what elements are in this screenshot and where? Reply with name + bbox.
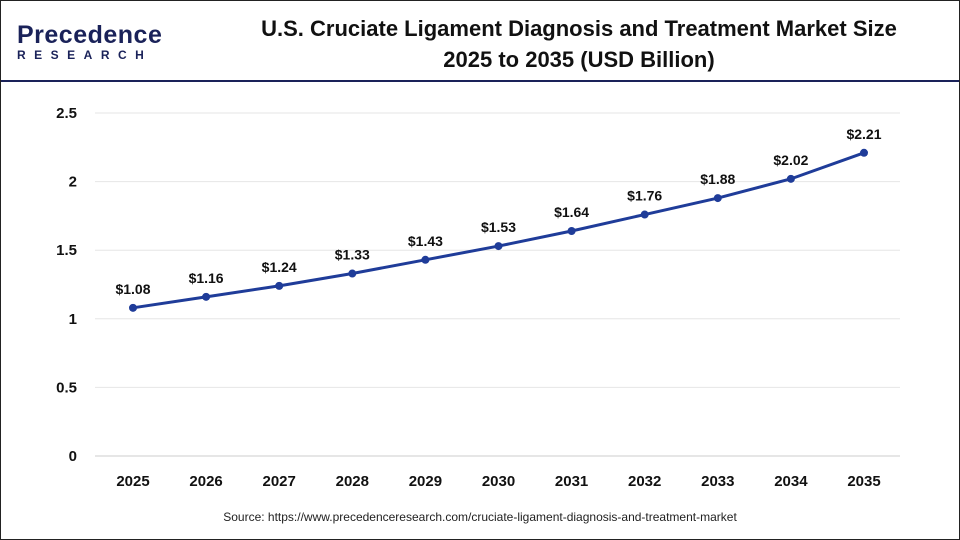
logo: Precedence RESEARCH — [17, 21, 163, 63]
data-point — [275, 281, 284, 290]
data-label: $1.33 — [335, 247, 370, 263]
data-label: $1.16 — [189, 270, 224, 286]
data-point — [421, 255, 430, 264]
x-tick-label: 2029 — [409, 473, 442, 490]
header: Precedence RESEARCH U.S. Cruciate Ligame… — [1, 1, 959, 82]
data-label: $1.43 — [408, 233, 443, 249]
title-line-2: 2025 to 2035 (USD Billion) — [443, 47, 715, 72]
data-label: $2.21 — [846, 126, 881, 142]
x-tick-label: 2033 — [701, 473, 734, 490]
source-text: Source: https://www.precedenceresearch.c… — [223, 510, 737, 524]
x-tick-label: 2026 — [189, 473, 222, 490]
x-tick-label: 2034 — [774, 473, 808, 490]
title-line-1: U.S. Cruciate Ligament Diagnosis and Tre… — [261, 16, 897, 41]
data-label: $1.88 — [700, 171, 735, 187]
logo-subtext: RESEARCH — [17, 48, 153, 62]
data-point — [786, 174, 795, 183]
data-label: $1.53 — [481, 219, 516, 235]
x-tick-label: 2030 — [482, 473, 515, 490]
x-tick-label: 2025 — [116, 473, 149, 490]
y-tick-label: 0 — [69, 448, 77, 465]
data-label: $1.76 — [627, 188, 662, 204]
data-label: $1.08 — [115, 281, 150, 297]
data-point — [494, 242, 503, 251]
data-point — [348, 269, 357, 278]
x-tick-label: 2027 — [263, 473, 296, 490]
x-tick-label: 2028 — [336, 473, 369, 490]
y-tick-label: 2 — [69, 174, 77, 191]
x-tick-label: 2035 — [847, 473, 880, 490]
data-point — [202, 292, 211, 301]
y-tick-label: 1.5 — [56, 242, 77, 259]
data-label: $1.64 — [554, 204, 589, 220]
data-point — [640, 210, 649, 219]
x-tick-label: 2031 — [555, 473, 588, 490]
y-tick-label: 1 — [69, 311, 77, 328]
data-label: $2.02 — [773, 152, 808, 168]
data-point — [713, 194, 722, 203]
data-point — [129, 303, 137, 312]
data-label: $1.24 — [262, 259, 297, 275]
data-point — [567, 226, 576, 235]
data-point — [860, 148, 868, 157]
x-tick-label: 2032 — [628, 473, 661, 490]
y-tick-label: 2.5 — [56, 105, 77, 122]
chart-title: U.S. Cruciate Ligament Diagnosis and Tre… — [209, 13, 909, 75]
y-tick-label: 0.5 — [56, 379, 77, 396]
logo-text: Precedence — [17, 21, 163, 49]
